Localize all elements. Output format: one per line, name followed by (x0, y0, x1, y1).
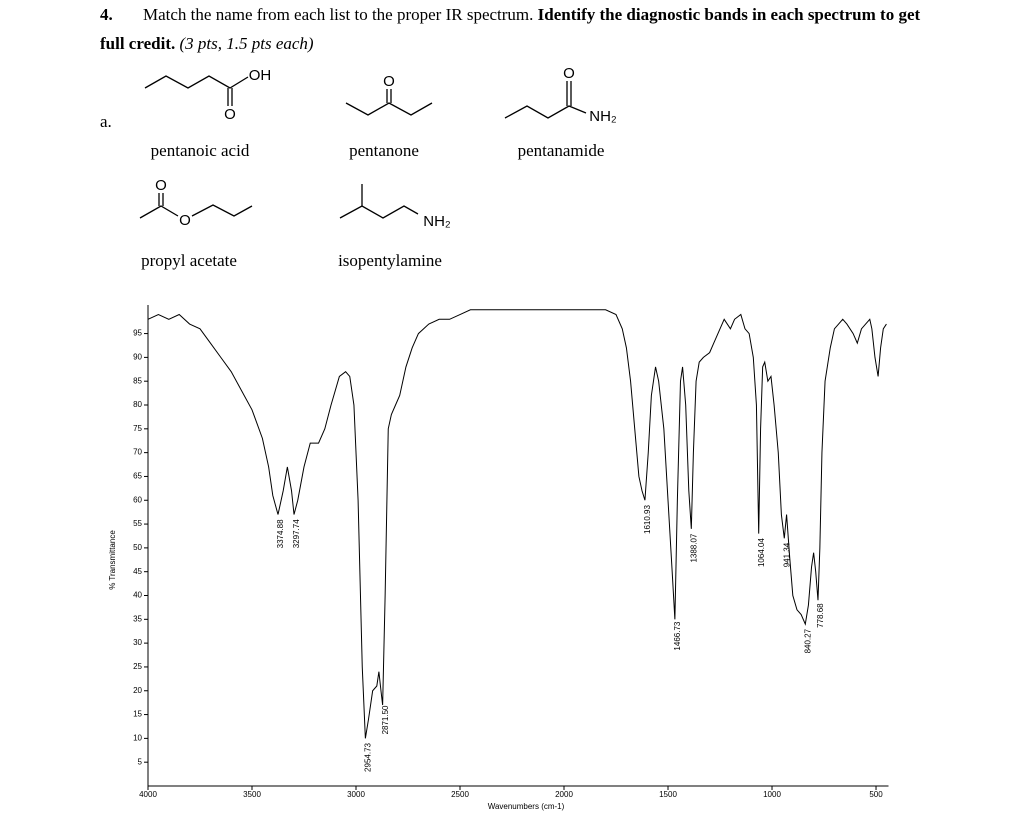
x-tick-label: 4000 (139, 790, 157, 799)
atom-label: NH₂ (589, 108, 617, 125)
x-tick-label: 1500 (659, 790, 677, 799)
instruction: Match the name from each list to the pro… (143, 5, 538, 24)
peak-label: 2871.50 (381, 705, 390, 734)
instruction-bold: full credit. (100, 34, 180, 53)
peak-label: 1388.07 (689, 533, 698, 562)
peak-label: 2954.73 (364, 742, 373, 771)
y-axis-label: % Transmittance (108, 530, 117, 590)
y-tick-label: 40 (133, 591, 142, 600)
y-tick-label: 45 (133, 567, 142, 576)
molecule-name: isopentylamine (338, 251, 442, 270)
atom-label: O (383, 73, 395, 90)
y-tick-label: 70 (133, 448, 142, 457)
part-label: a. (100, 112, 112, 131)
y-tick-label: 25 (133, 662, 142, 671)
y-tick-label: 60 (133, 495, 142, 504)
points: (3 pts, 1.5 pts each) (179, 34, 314, 53)
structure-pentanamide (504, 81, 587, 119)
instruction-bold: Identify the diagnostic bands in each sp… (537, 5, 921, 24)
x-tick-label: 500 (869, 790, 883, 799)
atom-label: O (179, 212, 191, 229)
structure-pentanone (345, 89, 433, 116)
atom-label: O (563, 65, 575, 82)
peak-label: 840.27 (803, 628, 812, 653)
peak-label: 1466.73 (673, 621, 682, 650)
molecule-name: pentanone (349, 141, 419, 160)
peak-label: 3374.88 (276, 519, 285, 548)
atom-label: NH₂ (423, 213, 451, 230)
structure-pentanoic-acid (144, 75, 249, 106)
spectrum-line (147, 309, 887, 739)
peak-label: 941.34 (782, 542, 791, 567)
question-number: 4. (100, 5, 113, 24)
y-tick-label: 20 (133, 686, 142, 695)
molecule-name: propyl acetate (141, 251, 237, 270)
peak-label: 1064.04 (757, 538, 766, 567)
y-tick-label: 80 (133, 400, 142, 409)
x-axis-label: Wavenumbers (cm-1) (488, 802, 565, 811)
x-tick-label: 3500 (243, 790, 261, 799)
molecule-name: pentanoic acid (151, 141, 250, 160)
question-text: Match the name from each list to the pro… (143, 5, 920, 25)
question-text-2: full credit. (3 pts, 1.5 pts each) (100, 34, 314, 54)
y-tick-label: 35 (133, 614, 142, 623)
y-tick-label: 75 (133, 424, 142, 433)
x-tick-label: 2000 (555, 790, 573, 799)
y-tick-label: 55 (133, 519, 142, 528)
y-tick-label: 95 (133, 329, 142, 338)
y-tick-label: 85 (133, 376, 142, 385)
y-tick-label: 30 (133, 638, 142, 647)
x-tick-label: 2500 (451, 790, 469, 799)
structure-isopentylamine (339, 184, 419, 219)
atom-label: O (224, 106, 236, 123)
peak-label: 3297.74 (292, 519, 301, 548)
molecule-name: pentanamide (518, 141, 605, 160)
y-tick-label: 65 (133, 472, 142, 481)
y-tick-label: 5 (138, 757, 143, 766)
y-tick-label: 50 (133, 543, 142, 552)
y-tick-label: 10 (133, 733, 142, 742)
x-tick-label: 3000 (347, 790, 365, 799)
peak-label: 778.68 (816, 603, 825, 628)
atom-label: OH (249, 67, 272, 84)
y-tick-label: 15 (133, 710, 142, 719)
atom-label: O (155, 177, 167, 194)
structure-propyl-acetate (139, 193, 253, 219)
peak-label: 1610.93 (643, 505, 652, 534)
y-tick-label: 90 (133, 352, 142, 361)
x-tick-label: 1000 (763, 790, 781, 799)
